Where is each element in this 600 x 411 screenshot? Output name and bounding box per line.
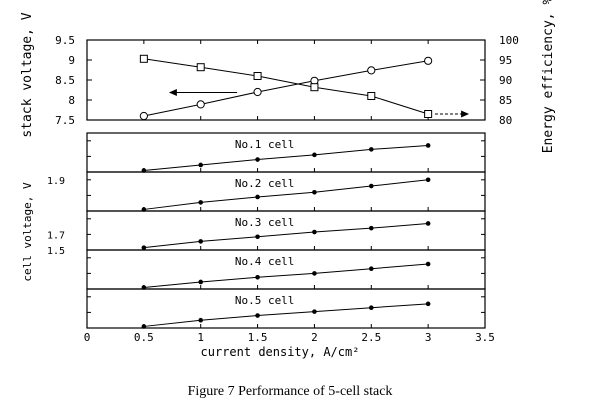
cell-voltage-point: [368, 225, 374, 231]
efficiency-y-tick-label: 100: [499, 34, 519, 47]
series-lines: [143, 58, 429, 327]
x-tick-label: 3.5: [475, 331, 495, 344]
cell-voltage-point: [368, 305, 374, 311]
cell-panel-frame: [86, 288, 486, 329]
cell-voltage-point: [312, 189, 317, 195]
energy-efficiency-point: [310, 83, 319, 92]
cell-voltage-point: [141, 168, 147, 173]
x-tick-label: 3: [425, 331, 432, 344]
x-tick-label: 2.5: [361, 331, 381, 344]
cell-voltage-point: [312, 229, 317, 235]
energy-efficiency-point: [139, 54, 148, 63]
cell-voltage-point: [141, 245, 147, 250]
energy-efficiency-point: [367, 92, 376, 100]
cell-panel-label: No.3 cell: [235, 216, 295, 229]
cell-voltage-point: [368, 147, 374, 152]
cell-voltage-point: [255, 234, 260, 240]
cell-y-tick-label: 1.5: [47, 246, 65, 257]
efficiency-y-tick-label: 85: [499, 94, 512, 107]
panel-frames: [86, 39, 486, 329]
cell-voltage-point: [368, 183, 374, 189]
annotations: No.1 cell No.2 cell No.3 cell No.4 cell No.5…: [168, 89, 470, 307]
energy-efficiency-axis-label: Energy efficiency, %: [541, 0, 556, 153]
cell-voltage-point: [312, 309, 317, 314]
efficiency-y-tick-label: 80: [499, 114, 512, 127]
x-tick-label: 0: [84, 331, 91, 344]
energy-efficiency-point: [253, 72, 262, 80]
stack-voltage-point: [196, 100, 205, 109]
x-tick-label: 2: [311, 331, 318, 344]
cell-voltage-point: [198, 317, 204, 323]
cell-y-tick-label: 1.9: [47, 176, 65, 187]
stack-y-tick-label: 8.5: [55, 74, 75, 87]
stack-voltage-axis-label: stack voltage, V: [20, 12, 35, 137]
stack-voltage-point: [424, 56, 433, 65]
cell-voltage-point: [198, 162, 204, 168]
series-markers: [139, 54, 433, 329]
tick-labels: 7.5 8 8.5 9 9.5 80 85 90 95 100 1.9 1.7 1.5 0 0.5 1 1.5 2…: [47, 34, 519, 344]
energy-efficiency-point: [424, 110, 433, 118]
x-tick-label: 1.5: [248, 331, 268, 344]
cell-voltage-point: [141, 285, 147, 290]
stack-y-tick-label: 9.5: [55, 34, 75, 47]
stack-y-tick-label: 8: [68, 94, 75, 107]
cell-voltage-line: [143, 263, 429, 288]
cell-voltage-point: [255, 157, 260, 162]
cell-voltage-point: [312, 271, 317, 276]
stack-y-tick-label: 9: [68, 54, 75, 67]
cell-voltage-point: [255, 313, 260, 318]
stack-voltage-point: [367, 66, 376, 75]
cell-voltage-point: [425, 261, 431, 267]
cell-voltage-point: [425, 177, 431, 183]
stack-voltage-line: [143, 60, 429, 117]
cell-voltage-point: [198, 200, 204, 205]
cell-voltage-point: [198, 279, 204, 285]
cell-voltage-point: [425, 301, 431, 307]
cell-voltage-line: [143, 179, 429, 210]
energy-efficiency-line: [143, 58, 429, 115]
cell-voltage-line: [143, 222, 429, 249]
cell-panel-label: No.5 cell: [235, 294, 295, 307]
cell-voltage-line: [143, 303, 429, 327]
cell-voltage-point: [141, 324, 147, 329]
x-tick-label: 0.5: [134, 331, 154, 344]
left-axis-arrowhead: [168, 89, 177, 96]
cell-voltage-point: [255, 194, 260, 200]
figure-caption: Figure 7 Performance of 5-cell stack: [188, 384, 393, 399]
x-axis-label: current density, A/cm²: [201, 345, 360, 359]
cell-voltage-point: [312, 152, 317, 158]
stack-voltage-point: [253, 87, 262, 97]
cell-voltage-point: [425, 143, 431, 148]
right-axis-arrowhead: [461, 110, 470, 118]
cell-panel-label: No.1 cell: [235, 138, 295, 151]
cell-voltage-point: [198, 239, 204, 244]
efficiency-y-tick-label: 90: [499, 74, 512, 87]
stack-voltage-point: [139, 111, 148, 121]
cell-voltage-point: [425, 221, 431, 226]
cell-panel-label: No.2 cell: [235, 177, 295, 190]
stack-y-tick-label: 7.5: [55, 114, 75, 127]
cell-voltage-point: [141, 207, 147, 212]
cell-voltage-axis-label: cell voltage, V: [21, 182, 34, 282]
cell-voltage-point: [255, 275, 260, 280]
stack-panel-frame: [86, 39, 486, 121]
cell-voltage-line: [143, 144, 429, 171]
energy-efficiency-point: [196, 63, 205, 72]
cell-y-tick-label: 1.7: [47, 230, 65, 241]
cell-voltage-point: [368, 266, 374, 272]
x-tick-label: 1: [197, 331, 204, 344]
efficiency-y-tick-label: 95: [499, 54, 512, 67]
cell-panel-label: No.4 cell: [235, 255, 295, 268]
